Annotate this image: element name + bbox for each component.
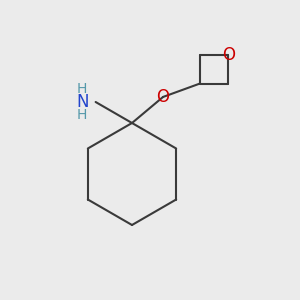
Text: H: H bbox=[76, 82, 87, 96]
Text: N: N bbox=[77, 93, 89, 111]
Text: O: O bbox=[157, 88, 169, 106]
Text: O: O bbox=[222, 46, 235, 64]
Text: H: H bbox=[76, 108, 87, 122]
